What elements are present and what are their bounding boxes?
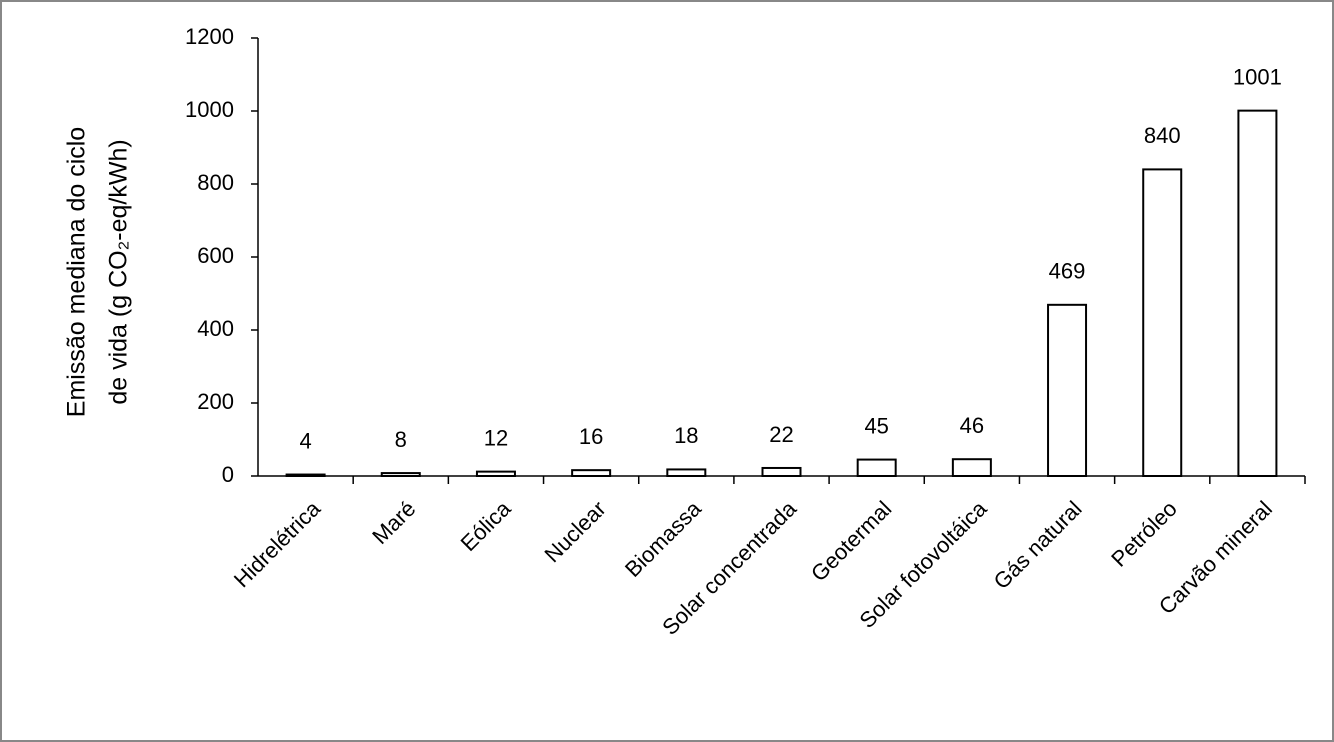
data-label: 840 [1144,123,1181,148]
y-axis-label: Emissão mediana do ciclo [63,127,91,417]
y-tick-label: 1200 [185,24,234,49]
bar [1047,303,1088,477]
bar [761,466,802,478]
bar [380,472,421,477]
data-label: 22 [769,422,793,447]
y-tick-label: 1000 [185,97,234,122]
data-label: 12 [484,425,508,450]
bar [571,469,612,478]
bar [1142,168,1183,477]
y-axis-label: de vida (g CO₂-eq/kWh) [105,139,133,404]
data-label: 45 [864,413,888,438]
data-label: 4 [299,428,311,453]
y-tick-label: 0 [222,462,234,487]
bar [285,473,326,478]
y-tick-label: 600 [197,243,234,268]
data-label: 1001 [1233,64,1282,89]
data-label: 18 [674,423,698,448]
data-label: 16 [579,424,603,449]
y-tick-label: 800 [197,170,234,195]
data-label: 8 [395,427,407,452]
bar [1237,109,1278,477]
bar [951,458,992,477]
bar [475,470,516,477]
data-label: 469 [1049,259,1086,284]
y-tick-label: 400 [197,316,234,341]
bar [666,468,707,477]
bar [856,458,897,478]
data-label: 46 [960,413,984,438]
y-tick-label: 200 [197,389,234,414]
